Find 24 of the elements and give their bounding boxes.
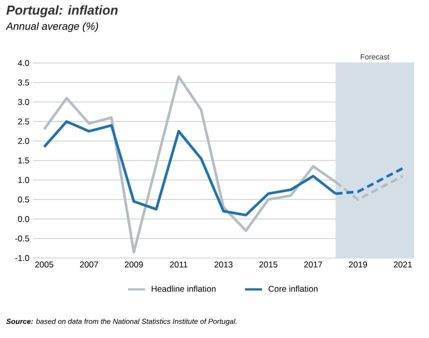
y-tick-label: 1.0 [18, 177, 30, 183]
x-tick-label: 2009 [124, 262, 143, 268]
y-tick-label: 4.0 [18, 60, 30, 66]
y-tick-label: 3.5 [18, 80, 30, 86]
chart-title: Portugal: inflation [6, 5, 118, 18]
y-tick-label: 0.0 [18, 216, 30, 222]
y-tick-label: -0.5 [15, 236, 30, 242]
x-tick-label: 2013 [214, 262, 233, 268]
x-tick-label: 2019 [348, 262, 367, 268]
y-tick-label: -1.0 [15, 255, 30, 261]
chart-subtitle: Annual average (%) [6, 22, 98, 32]
y-tick-label: 2.0 [18, 138, 30, 144]
x-tick-label: 2017 [304, 262, 322, 268]
x-tick-label: 2021 [394, 262, 412, 268]
x-tick-label: 2007 [80, 262, 98, 268]
x-tick-label: 2011 [170, 262, 188, 268]
legend-label: Headline inflation [152, 286, 216, 292]
legend-label: Core inflation [268, 286, 318, 292]
y-tick-label: 0.5 [18, 196, 30, 202]
y-tick-label: 3.0 [18, 99, 30, 105]
x-tick-label: 2015 [259, 262, 278, 268]
y-tick-label: 2.5 [18, 118, 30, 124]
x-tick-label: 2005 [35, 262, 54, 268]
y-tick-label: 1.5 [18, 158, 30, 164]
